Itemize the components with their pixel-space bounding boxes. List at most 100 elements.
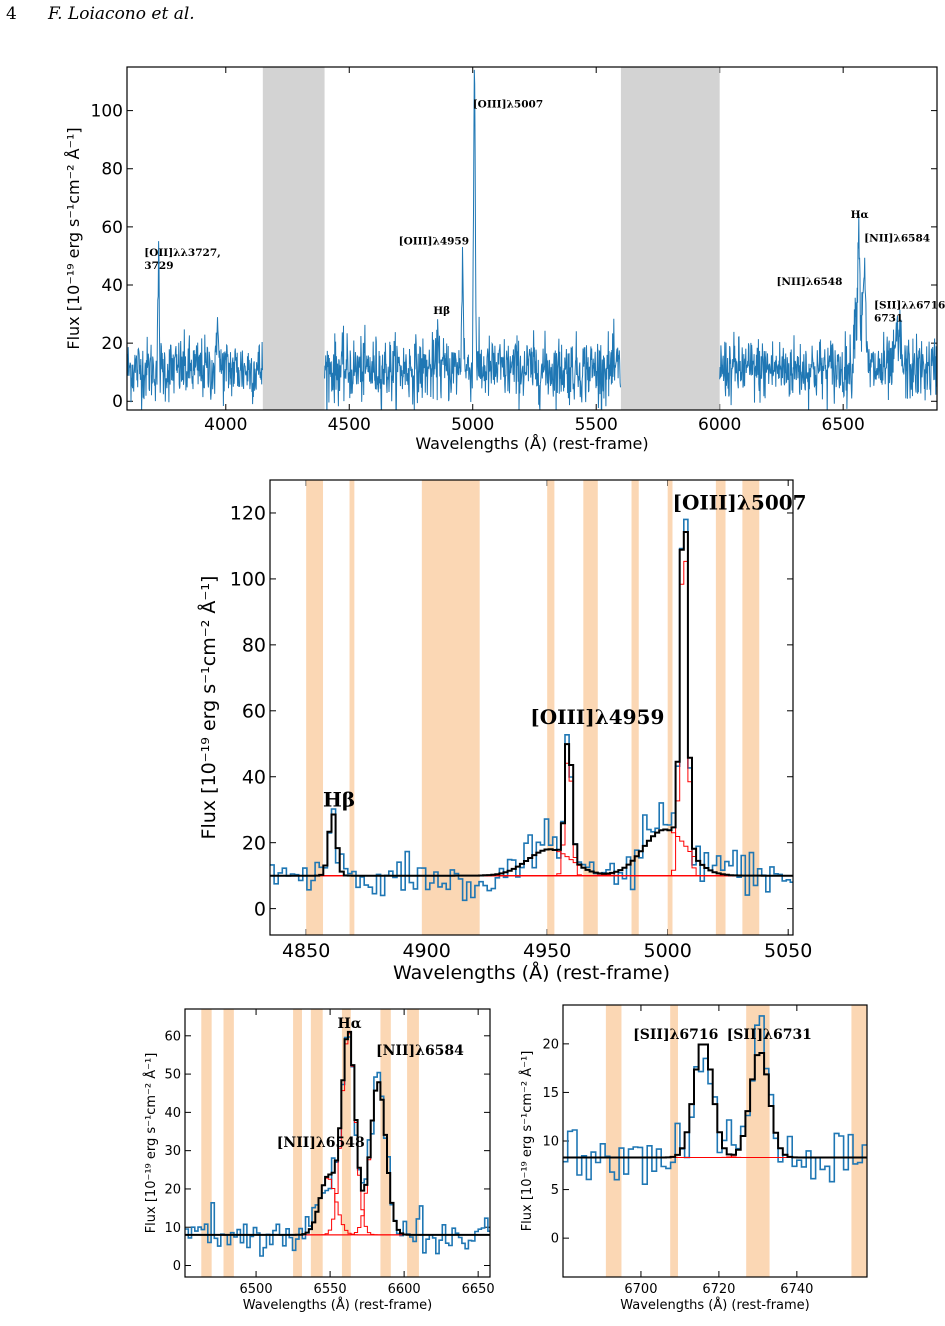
emission-line-label: [SII]λ6731 — [727, 1027, 812, 1043]
fit-exclusion-band — [746, 1005, 770, 1277]
plot-area — [185, 1009, 490, 1277]
y-tick-label: 10 — [542, 1135, 559, 1150]
emission-line-label: [OIII]λ5007 — [473, 99, 543, 111]
emission-line-label: 3729 — [144, 260, 173, 272]
fit-exclusion-band — [349, 480, 355, 935]
emission-line-label: 6731 — [874, 312, 903, 324]
y-tick-label: 20 — [242, 832, 266, 854]
fit-exclusion-band — [715, 480, 726, 935]
fit-exclusion-band — [547, 480, 555, 935]
y-tick-label: 80 — [101, 160, 123, 180]
emission-line-label: [NII]λ6548 — [776, 276, 842, 288]
fit-exclusion-band — [605, 1005, 622, 1277]
y-tick-label: 100 — [230, 569, 266, 591]
fit-exclusion-band — [421, 480, 480, 935]
fit-exclusion-band — [310, 1009, 323, 1277]
x-tick-label: 4500 — [328, 415, 371, 435]
spectrum-line — [719, 213, 937, 410]
x-axis-label: Wavelengths (Å) (rest-frame) — [415, 434, 648, 453]
plot-area — [270, 480, 793, 935]
x-tick-label: 6500 — [822, 415, 865, 435]
observed-spectrum — [563, 1015, 867, 1185]
spectrum-line — [324, 69, 621, 410]
y-tick-label: 20 — [164, 1182, 181, 1197]
y-tick-label: 80 — [242, 635, 266, 657]
sii-fit-chart: 6700 6720 6740 0 5 10 15 20 Wavelengths (Å) (res… — [519, 1004, 868, 1313]
fit-exclusion-band — [407, 1009, 419, 1277]
x-axis-label: Wavelengths (Å) (rest-frame) — [620, 1297, 810, 1313]
emission-line-label: [NII]λ6548 — [277, 1135, 365, 1151]
fit-exclusion-band — [380, 1009, 391, 1277]
fit-exclusion-band — [306, 480, 324, 935]
x-tick-label: 6650 — [462, 1282, 495, 1297]
y-axis-label: Flux [10⁻¹⁹ erg s⁻¹cm⁻² Å⁻¹] — [519, 1051, 535, 1232]
plot-area — [563, 1005, 867, 1277]
page-header: 4 F. Loiacono et al. — [0, 0, 945, 40]
y-tick-label: 0 — [254, 898, 266, 920]
x-axis-label: Wavelengths (Å) (rest-frame) — [243, 1297, 433, 1313]
plot-frame — [269, 479, 794, 936]
y-tick-label: 60 — [242, 700, 266, 722]
emission-line-label: Hβ — [323, 787, 355, 811]
x-tick-label: 6740 — [780, 1282, 813, 1297]
y-axis-label: Flux [10⁻¹⁹ erg s⁻¹cm⁻² Å⁻¹] — [197, 576, 220, 840]
emission-line-label: [OIII]λ4959 — [530, 705, 664, 729]
y-tick-label: 40 — [242, 766, 266, 788]
fit-exclusion-band — [201, 1009, 212, 1277]
fit-exclusion-band — [742, 480, 760, 935]
plot-area — [127, 67, 937, 410]
x-tick-label: 4850 — [282, 940, 330, 962]
y-tick-label: 30 — [164, 1144, 181, 1159]
y-tick-label: 60 — [101, 218, 123, 238]
x-tick-label: 6500 — [240, 1282, 273, 1297]
oiii-hbeta-fit-chart: 4850 4900 4950 5000 5050 0 20 40 60 80 100 120 Wavel… — [197, 479, 812, 984]
emission-line-label: [SII]λ6716 — [633, 1027, 718, 1043]
x-tick-label: 6700 — [624, 1282, 657, 1297]
full-spectrum-chart: 4000 4500 5000 5500 6000 6500 0 20 40 60 80 100 Wave… — [64, 66, 945, 453]
y-tick-label: 100 — [91, 102, 123, 122]
x-tick-label: 6550 — [314, 1282, 347, 1297]
y-tick-label: 15 — [542, 1086, 559, 1101]
x-tick-label: 5050 — [764, 940, 812, 962]
x-tick-label: 6000 — [698, 415, 741, 435]
y-tick-label: 0 — [551, 1232, 559, 1247]
x-tick-label: 6600 — [388, 1282, 421, 1297]
y-tick-label: 0 — [112, 392, 123, 412]
emission-line-label: [SII]λλ6716, — [874, 299, 945, 311]
emission-line-label: [OIII]λ5007 — [672, 491, 806, 515]
page-number: 4 — [6, 4, 17, 24]
halpha-nii-fit-chart: 6500 6550 6600 6650 0 10 20 30 40 50 60 Wavelengths… — [143, 1008, 495, 1313]
x-tick-label: 4950 — [523, 940, 571, 962]
observed-spectrum — [270, 518, 793, 902]
y-tick-label: 40 — [101, 276, 123, 296]
fit-exclusion-band — [631, 480, 639, 935]
emission-line-label: Hα — [851, 209, 869, 221]
spectrum-line — [127, 241, 263, 410]
total-fit-model — [270, 531, 793, 877]
emission-line-label: Hα — [338, 1016, 362, 1032]
y-tick-label: 20 — [542, 1037, 559, 1052]
x-tick-label: 4000 — [204, 415, 247, 435]
x-tick-label: 5000 — [643, 940, 691, 962]
x-tick-label: 5000 — [451, 415, 494, 435]
emission-line-label: [OIII]λ4959 — [399, 235, 469, 247]
fit-exclusion-band — [851, 1005, 867, 1277]
running-head-authors: F. Loiacono et al. — [48, 4, 195, 24]
y-axis-label: Flux [10⁻¹⁹ erg s⁻¹cm⁻² Å⁻¹] — [64, 127, 83, 349]
y-tick-label: 50 — [164, 1068, 181, 1083]
x-tick-label: 6720 — [702, 1282, 735, 1297]
y-axis-label: Flux [10⁻¹⁹ erg s⁻¹cm⁻² Å⁻¹] — [143, 1053, 159, 1234]
axes-group: 4000 4500 5000 5500 6000 6500 0 20 40 60 80 100 Wave… — [64, 67, 937, 453]
total-fit-model — [185, 1030, 490, 1236]
fit-exclusion-band — [667, 480, 673, 935]
emission-line-label: [OII]λλ3727, — [144, 247, 221, 259]
y-tick-label: 10 — [164, 1221, 181, 1236]
plot-frame — [126, 66, 938, 411]
y-tick-label: 40 — [164, 1106, 181, 1121]
x-axis-label: Wavelengths (Å) (rest-frame) — [393, 961, 670, 984]
fit-exclusion-band — [583, 480, 598, 935]
axes-group: 6700 6720 6740 0 5 10 15 20 Wavelengths (Å) (res… — [519, 1005, 867, 1313]
y-tick-label: 60 — [164, 1029, 181, 1044]
axes-group: 4850 4900 4950 5000 5050 0 20 40 60 80 100 120 Wavel… — [197, 480, 812, 984]
plot-frame — [184, 1008, 491, 1278]
